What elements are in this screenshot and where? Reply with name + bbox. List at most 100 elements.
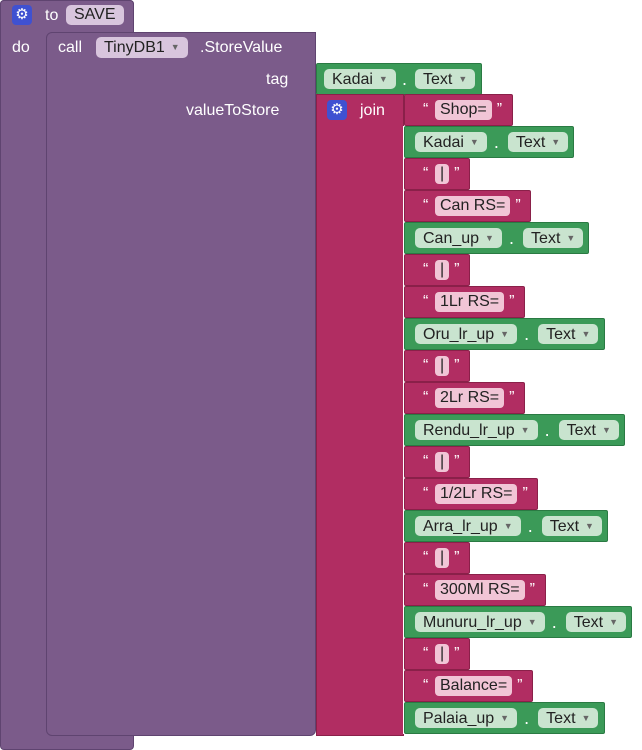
join-text-block[interactable]: “ 300Ml RS=” bbox=[404, 574, 546, 606]
join-component-text-block[interactable]: Kadai ▼. Text ▼ bbox=[404, 126, 575, 158]
close-quote-icon: ” bbox=[522, 485, 528, 502]
dropdown-arrow-icon: ▼ bbox=[500, 713, 510, 723]
join-component-text-block[interactable]: Arra_lr_up ▼. Text ▼ bbox=[404, 510, 609, 542]
property-name: Text bbox=[549, 518, 580, 535]
join-text-block[interactable]: “ |” bbox=[404, 542, 471, 574]
dot-separator: . bbox=[527, 516, 533, 536]
join-component-text-block[interactable]: Rendu_lr_up ▼. Text ▼ bbox=[404, 414, 625, 446]
gear-icon[interactable]: ⚙ bbox=[327, 100, 347, 120]
property-dropdown[interactable]: Text ▼ bbox=[565, 612, 626, 632]
open-quote-icon: “ bbox=[423, 677, 429, 694]
close-quote-icon: ” bbox=[496, 101, 503, 118]
join-text-block[interactable]: “ |” bbox=[404, 446, 471, 478]
component-dropdown[interactable]: Palaia_up ▼ bbox=[415, 708, 518, 728]
close-quote-icon: ” bbox=[517, 677, 523, 694]
join-component-text-block[interactable]: Can_up ▼. Text ▼ bbox=[404, 222, 590, 254]
tag-component-text-block[interactable]: Kadai ▼ . Text ▼ bbox=[316, 63, 482, 95]
property-dropdown[interactable]: Text ▼ bbox=[538, 324, 599, 344]
call-storevalue-block[interactable] bbox=[46, 32, 316, 736]
join-component-text-block[interactable]: Oru_lr_up ▼. Text ▼ bbox=[404, 318, 605, 350]
dropdown-arrow-icon: ▼ bbox=[527, 617, 537, 627]
text-string-field[interactable]: | bbox=[435, 644, 450, 664]
join-text-block[interactable]: “ 1Lr RS=” bbox=[404, 286, 526, 318]
join-text-block[interactable]: “ Shop=” bbox=[404, 94, 513, 126]
component-dropdown-tinydb[interactable]: TinyDB1 ▼ bbox=[96, 37, 188, 58]
dropdown-arrow-icon: ▼ bbox=[378, 74, 388, 84]
component-name: Oru_lr_up bbox=[423, 326, 495, 343]
dropdown-arrow-icon: ▼ bbox=[503, 521, 513, 531]
tag-component-dropdown[interactable]: Kadai ▼ bbox=[324, 69, 396, 89]
property-name: Text bbox=[531, 230, 561, 247]
text-string-field[interactable]: 300Ml RS= bbox=[435, 580, 525, 600]
text-string-field[interactable]: 1/2Lr RS= bbox=[435, 484, 518, 504]
dot-separator: . bbox=[402, 69, 408, 89]
text-string-field[interactable]: | bbox=[435, 548, 450, 568]
property-dropdown[interactable]: Text ▼ bbox=[558, 420, 619, 440]
open-quote-icon: “ bbox=[423, 165, 429, 182]
open-quote-icon: “ bbox=[423, 645, 429, 662]
join-text-block[interactable]: “ 1/2Lr RS=” bbox=[404, 478, 539, 510]
component-dropdown[interactable]: Oru_lr_up ▼ bbox=[415, 324, 518, 344]
join-component-text-block[interactable]: Palaia_up ▼. Text ▼ bbox=[404, 702, 605, 734]
property-dropdown[interactable]: Text ▼ bbox=[541, 516, 602, 536]
join-component-text-block[interactable]: Munuru_lr_up ▼. Text ▼ bbox=[404, 606, 633, 638]
value-socket-label: valueToStore bbox=[186, 102, 280, 119]
property-dropdown[interactable]: Text ▼ bbox=[538, 708, 599, 728]
text-string-field[interactable]: | bbox=[435, 356, 450, 376]
text-string-field[interactable]: 2Lr RS= bbox=[435, 388, 505, 408]
property-name: Text bbox=[566, 422, 596, 439]
component-dropdown[interactable]: Arra_lr_up ▼ bbox=[415, 516, 521, 536]
component-dropdown[interactable]: Munuru_lr_up ▼ bbox=[415, 612, 545, 632]
close-quote-icon: ” bbox=[454, 261, 460, 278]
join-text-block[interactable]: “ |” bbox=[404, 638, 471, 670]
close-quote-icon: ” bbox=[454, 645, 460, 662]
dropdown-arrow-icon: ▼ bbox=[500, 329, 510, 339]
procedure-name-field[interactable]: SAVE bbox=[66, 5, 124, 25]
tag-property-name: Text bbox=[423, 71, 453, 88]
dropdown-arrow-icon: ▼ bbox=[458, 74, 468, 84]
join-text-block[interactable]: “ Can RS=” bbox=[404, 190, 532, 222]
property-name: Text bbox=[573, 614, 604, 631]
component-name: Arra_lr_up bbox=[423, 518, 498, 535]
text-string-field[interactable]: | bbox=[435, 164, 450, 184]
property-name: Text bbox=[546, 326, 576, 343]
component-dropdown[interactable]: Rendu_lr_up ▼ bbox=[415, 420, 538, 440]
close-quote-icon: ” bbox=[454, 357, 460, 374]
open-quote-icon: “ bbox=[423, 101, 429, 118]
text-string-field[interactable]: Shop= bbox=[435, 100, 492, 120]
dropdown-arrow-icon: ▼ bbox=[520, 425, 530, 435]
text-string-field[interactable]: Can RS= bbox=[435, 196, 511, 216]
property-dropdown[interactable]: Text ▼ bbox=[523, 228, 584, 248]
text-string-field[interactable]: | bbox=[435, 452, 450, 472]
join-text-block[interactable]: “ |” bbox=[404, 254, 471, 286]
dot-separator: . bbox=[524, 708, 530, 728]
component-dropdown[interactable]: Kadai ▼ bbox=[415, 132, 487, 152]
join-text-block[interactable]: “ Balance=” bbox=[404, 670, 534, 702]
tag-component-name: Kadai bbox=[332, 71, 373, 88]
close-quote-icon: ” bbox=[454, 549, 460, 566]
open-quote-icon: “ bbox=[423, 453, 429, 470]
property-dropdown[interactable]: Text ▼ bbox=[507, 132, 569, 152]
component-name: Palaia_up bbox=[423, 710, 495, 727]
dropdown-arrow-icon: ▼ bbox=[601, 425, 611, 435]
dropdown-arrow-icon: ▼ bbox=[551, 137, 561, 147]
open-quote-icon: “ bbox=[423, 485, 429, 502]
text-string-field[interactable]: 1Lr RS= bbox=[435, 292, 505, 312]
dropdown-arrow-icon: ▼ bbox=[170, 42, 180, 52]
method-name: .StoreValue bbox=[200, 39, 283, 56]
component-dropdown[interactable]: Can_up ▼ bbox=[415, 228, 502, 248]
join-text-block[interactable]: “ |” bbox=[404, 350, 471, 382]
dot-separator: . bbox=[509, 228, 515, 248]
open-quote-icon: “ bbox=[423, 389, 429, 406]
join-text-block[interactable]: “ |” bbox=[404, 158, 471, 190]
component-name: Can_up bbox=[423, 230, 480, 247]
text-string-field[interactable]: | bbox=[435, 260, 450, 280]
gear-icon[interactable]: ⚙ bbox=[12, 5, 32, 25]
text-string-field[interactable]: Balance= bbox=[435, 676, 513, 696]
tag-property-dropdown[interactable]: Text ▼ bbox=[415, 69, 476, 89]
dot-separator: . bbox=[551, 612, 557, 632]
join-block[interactable] bbox=[316, 94, 404, 736]
open-quote-icon: “ bbox=[423, 357, 429, 374]
procedure-keyword-do: do bbox=[12, 39, 30, 56]
join-text-block[interactable]: “ 2Lr RS=” bbox=[404, 382, 526, 414]
